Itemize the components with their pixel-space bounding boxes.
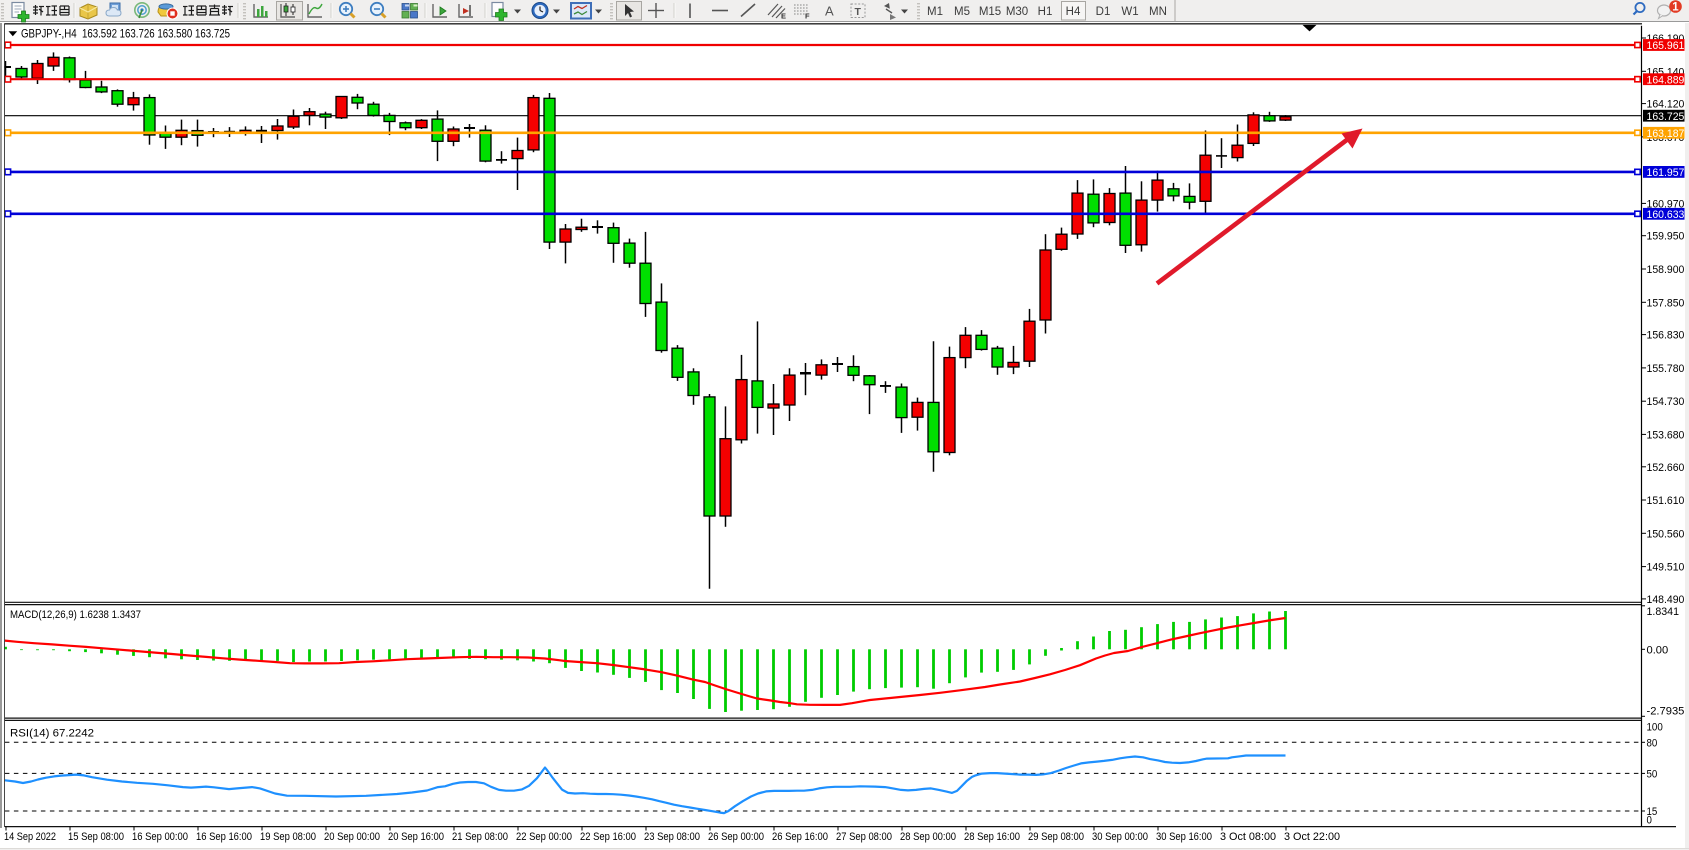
svg-text:15 Sep 08:00: 15 Sep 08:00 bbox=[68, 831, 124, 843]
svg-text:29 Sep 08:00: 29 Sep 08:00 bbox=[1028, 831, 1084, 843]
svg-text:50: 50 bbox=[1647, 768, 1658, 780]
svg-text:M30: M30 bbox=[1006, 6, 1028, 18]
svg-text:80: 80 bbox=[1647, 737, 1658, 749]
svg-text:H1: H1 bbox=[1038, 6, 1053, 18]
svg-text:22 Sep 16:00: 22 Sep 16:00 bbox=[580, 831, 636, 843]
svg-text:16 Sep 00:00: 16 Sep 00:00 bbox=[132, 831, 188, 843]
svg-text:148.490: 148.490 bbox=[1647, 594, 1685, 606]
svg-text:19 Sep 08:00: 19 Sep 08:00 bbox=[260, 831, 316, 843]
svg-text:21 Sep 08:00: 21 Sep 08:00 bbox=[452, 831, 508, 843]
svg-text:152.660: 152.660 bbox=[1647, 462, 1685, 474]
svg-text:F: F bbox=[805, 12, 810, 21]
svg-text:14 Sep 2022: 14 Sep 2022 bbox=[4, 831, 56, 843]
svg-text:160.970: 160.970 bbox=[1647, 198, 1685, 210]
svg-text:A: A bbox=[825, 4, 834, 19]
svg-text:RSI(14) 67.2242: RSI(14) 67.2242 bbox=[10, 728, 94, 740]
svg-text:30 Sep 00:00: 30 Sep 00:00 bbox=[1092, 831, 1148, 843]
svg-text:M1: M1 bbox=[927, 6, 943, 18]
svg-text:159.950: 159.950 bbox=[1647, 231, 1685, 243]
svg-text:MN: MN bbox=[1149, 6, 1167, 18]
svg-text:T: T bbox=[855, 6, 862, 18]
svg-text:163.725: 163.725 bbox=[1647, 111, 1685, 123]
svg-text:15: 15 bbox=[1647, 806, 1658, 818]
svg-text:20 Sep 00:00: 20 Sep 00:00 bbox=[324, 831, 380, 843]
svg-text:28 Sep 00:00: 28 Sep 00:00 bbox=[900, 831, 956, 843]
svg-text:-2.7935: -2.7935 bbox=[1647, 705, 1685, 717]
svg-text:160.633: 160.633 bbox=[1647, 209, 1685, 221]
svg-text:151.610: 151.610 bbox=[1647, 495, 1685, 507]
svg-text:156.830: 156.830 bbox=[1647, 330, 1685, 342]
svg-text:28 Sep 16:00: 28 Sep 16:00 bbox=[964, 831, 1020, 843]
svg-text:161.957: 161.957 bbox=[1647, 167, 1685, 179]
svg-text:26 Sep 00:00: 26 Sep 00:00 bbox=[708, 831, 764, 843]
svg-text:30 Sep 16:00: 30 Sep 16:00 bbox=[1156, 831, 1212, 843]
svg-text:158.900: 158.900 bbox=[1647, 264, 1685, 276]
svg-text:M15: M15 bbox=[979, 6, 1001, 18]
svg-text:22 Sep 00:00: 22 Sep 00:00 bbox=[516, 831, 572, 843]
svg-text:20 Sep 16:00: 20 Sep 16:00 bbox=[388, 831, 444, 843]
svg-text:163.187: 163.187 bbox=[1647, 128, 1685, 140]
svg-text:149.510: 149.510 bbox=[1647, 562, 1685, 574]
svg-text:150.560: 150.560 bbox=[1647, 528, 1685, 540]
svg-text:23 Sep 08:00: 23 Sep 08:00 bbox=[644, 831, 700, 843]
svg-text:MACD(12,26,9) 1.6238 1.3437: MACD(12,26,9) 1.6238 1.3437 bbox=[10, 609, 141, 621]
svg-text:164.889: 164.889 bbox=[1647, 74, 1685, 86]
svg-text:100: 100 bbox=[1647, 722, 1663, 734]
svg-text:3 Oct 22:00: 3 Oct 22:00 bbox=[1284, 831, 1340, 843]
svg-text:27 Sep 08:00: 27 Sep 08:00 bbox=[836, 831, 892, 843]
svg-text:1: 1 bbox=[1672, 2, 1679, 14]
svg-text:26 Sep 16:00: 26 Sep 16:00 bbox=[772, 831, 828, 843]
svg-text:153.680: 153.680 bbox=[1647, 429, 1685, 441]
svg-text:16 Sep 16:00: 16 Sep 16:00 bbox=[196, 831, 252, 843]
svg-text:D1: D1 bbox=[1096, 6, 1111, 18]
svg-text:165.961: 165.961 bbox=[1647, 40, 1685, 52]
svg-text:0.00: 0.00 bbox=[1647, 644, 1669, 656]
svg-text:155.780: 155.780 bbox=[1647, 363, 1685, 375]
svg-text:0: 0 bbox=[1647, 815, 1652, 827]
svg-text:3 Oct 08:00: 3 Oct 08:00 bbox=[1220, 831, 1276, 843]
svg-text:GBPJPY-,H4 163.592 163.726 16: GBPJPY-,H4 163.592 163.726 163.580 163.7… bbox=[21, 27, 230, 41]
svg-text:164.120: 164.120 bbox=[1647, 99, 1685, 111]
svg-text:154.730: 154.730 bbox=[1647, 396, 1685, 408]
svg-text:1.8341: 1.8341 bbox=[1647, 606, 1680, 618]
svg-text:H4: H4 bbox=[1066, 6, 1081, 18]
svg-text:E: E bbox=[781, 12, 786, 21]
svg-text:W1: W1 bbox=[1121, 6, 1138, 18]
svg-text:M5: M5 bbox=[954, 6, 970, 18]
svg-text:157.850: 157.850 bbox=[1647, 297, 1685, 309]
